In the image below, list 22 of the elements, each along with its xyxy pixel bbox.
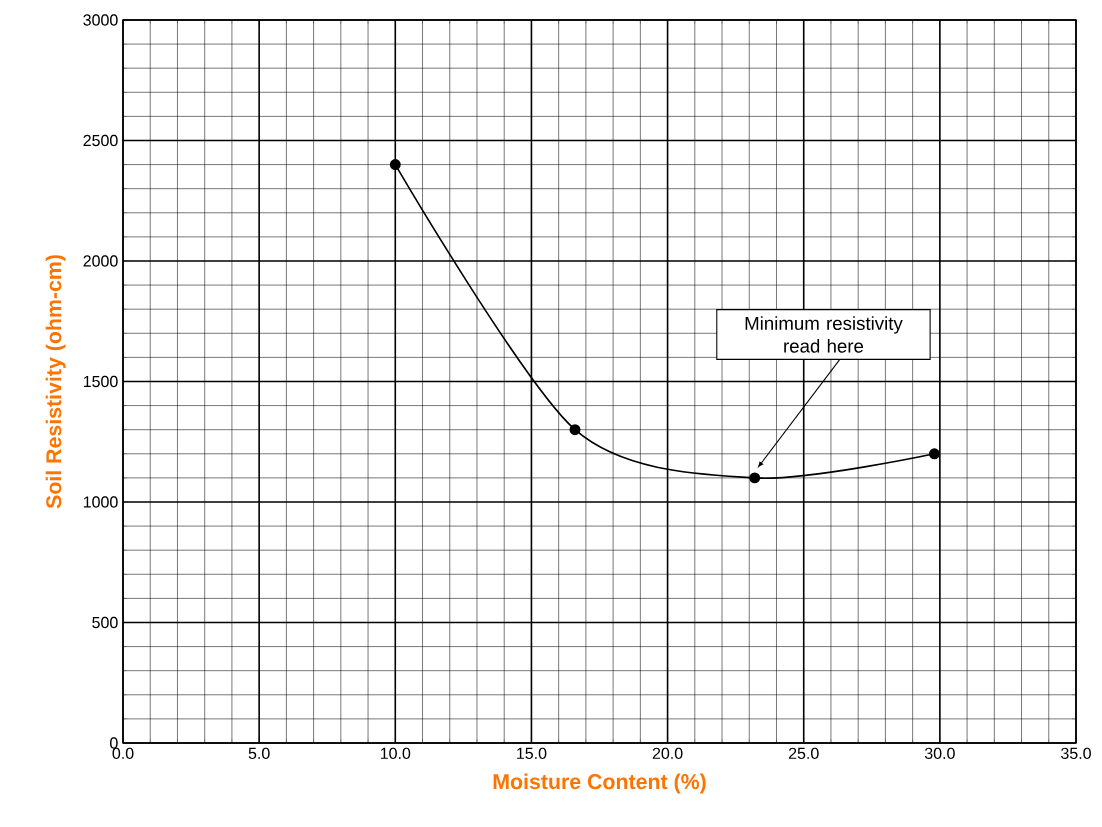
x-tick-label: 15.0 bbox=[517, 747, 547, 760]
y-axis-title: Soil Resistivity (ohm-cm) bbox=[45, 255, 66, 509]
y-tick-label: 3000 bbox=[83, 14, 118, 26]
y-tick-label: 1500 bbox=[83, 375, 118, 388]
x-tick-label: 25.0 bbox=[788, 747, 819, 760]
x-tick-label: 0.0 bbox=[112, 747, 134, 760]
y-tick-label: 500 bbox=[92, 616, 118, 629]
y-tick-label: 1000 bbox=[83, 496, 118, 508]
x-tick-label: 10.0 bbox=[380, 747, 411, 760]
x-axis-title: Moisture Content (%) bbox=[493, 773, 706, 794]
x-tick-label: 35.0 bbox=[1061, 747, 1091, 760]
point bbox=[749, 472, 761, 484]
y-tick-label: 2500 bbox=[83, 134, 118, 147]
x-tick-label: 20.0 bbox=[652, 747, 683, 760]
y-tick-label: 2000 bbox=[83, 255, 118, 267]
x-tick-label: 30.0 bbox=[924, 747, 955, 760]
x-tick-label: 5.0 bbox=[248, 747, 270, 760]
annotation: Minimum resistivity read here bbox=[745, 316, 903, 353]
point bbox=[928, 448, 940, 460]
point bbox=[569, 424, 581, 436]
y-tick-label: 0 bbox=[110, 737, 118, 749]
point bbox=[389, 159, 401, 171]
